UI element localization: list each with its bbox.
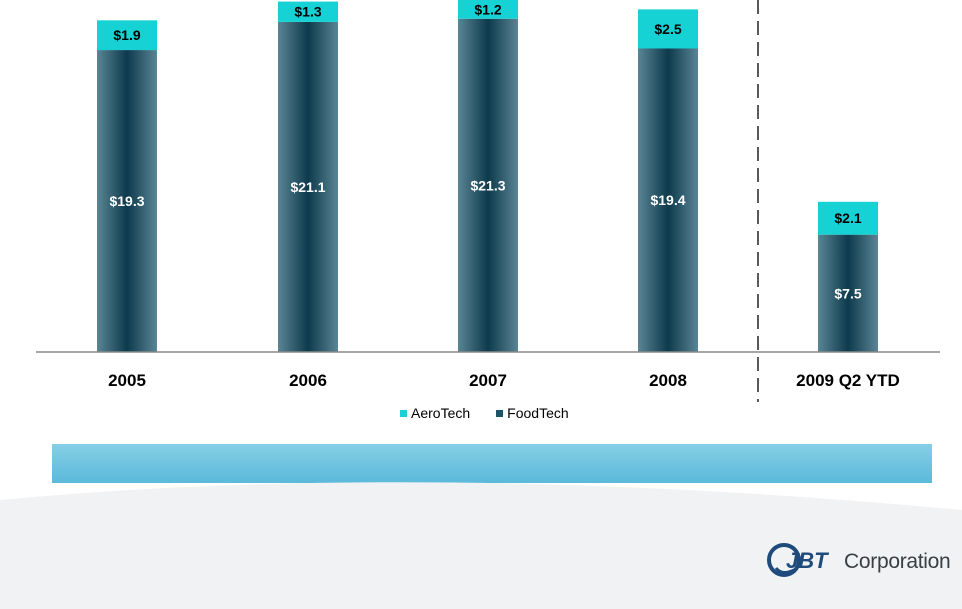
- data-label-foodtech-2007: $21.3: [470, 177, 505, 193]
- legend-item-aerotech: AeroTech: [400, 405, 470, 421]
- data-label-foodtech-2005: $19.3: [109, 193, 144, 209]
- x-tick-label-2008: 2008: [649, 371, 687, 390]
- data-label-foodtech-2009-q2-ytd: $7.5: [834, 285, 861, 301]
- x-tick-label-2006: 2006: [289, 371, 327, 390]
- data-label-foodtech-2008: $19.4: [650, 192, 685, 208]
- legend-swatch-aerotech: [400, 409, 407, 417]
- data-label-aerotech-2008: $2.5: [654, 21, 681, 37]
- bar-foodtech-2005: [97, 50, 157, 352]
- bar-aerotech-2008: [638, 9, 698, 49]
- jbt-logo-mark-icon: JBT: [767, 543, 829, 577]
- x-tick-label-2007: 2007: [469, 371, 507, 390]
- legend-label-aerotech: AeroTech: [411, 405, 471, 421]
- legend-label-foodtech: FoodTech: [507, 405, 569, 421]
- legend-item-foodtech: FoodTech: [496, 405, 569, 421]
- x-tick-label-2005: 2005: [108, 371, 146, 390]
- bar-foodtech-2008: [638, 48, 698, 353]
- x-tick-label-2009-q2-ytd: 2009 Q2 YTD: [796, 371, 900, 390]
- footer-background: [0, 482, 962, 609]
- bar-chart: $19.3 $1.9 $21.1 $1.3 $21.3 $1.2 $19.4 $2.5 $7.5…: [36, 0, 940, 402]
- data-label-aerotech-2006: $1.3: [294, 4, 321, 20]
- bar-aerotech-2009-q2-ytd: [818, 201, 878, 235]
- jbt-corporation-logo: JBT Corporation: [766, 540, 951, 580]
- legend: AeroTech FoodTech: [400, 405, 569, 421]
- data-label-foodtech-2006: $21.1: [290, 179, 325, 195]
- highlight-banner: [52, 444, 932, 483]
- logo-text: Corporation: [844, 550, 951, 573]
- bar-foodtech-2009-q2-ytd: [818, 234, 878, 352]
- bar-foodtech-2006: [278, 21, 338, 352]
- bar-aerotech-2006: [278, 1, 338, 22]
- data-label-aerotech-2007: $1.2: [474, 1, 501, 17]
- bar-foodtech-2007: [458, 18, 518, 352]
- data-label-aerotech-2005: $1.9: [113, 27, 140, 43]
- logo-mark-text: JBT: [786, 548, 829, 573]
- legend-swatch-foodtech: [496, 409, 504, 417]
- bar-aerotech-2007: [458, 0, 518, 19]
- bar-aerotech-2005: [97, 20, 157, 51]
- data-label-aerotech-2009-q2-ytd: $2.1: [834, 210, 861, 226]
